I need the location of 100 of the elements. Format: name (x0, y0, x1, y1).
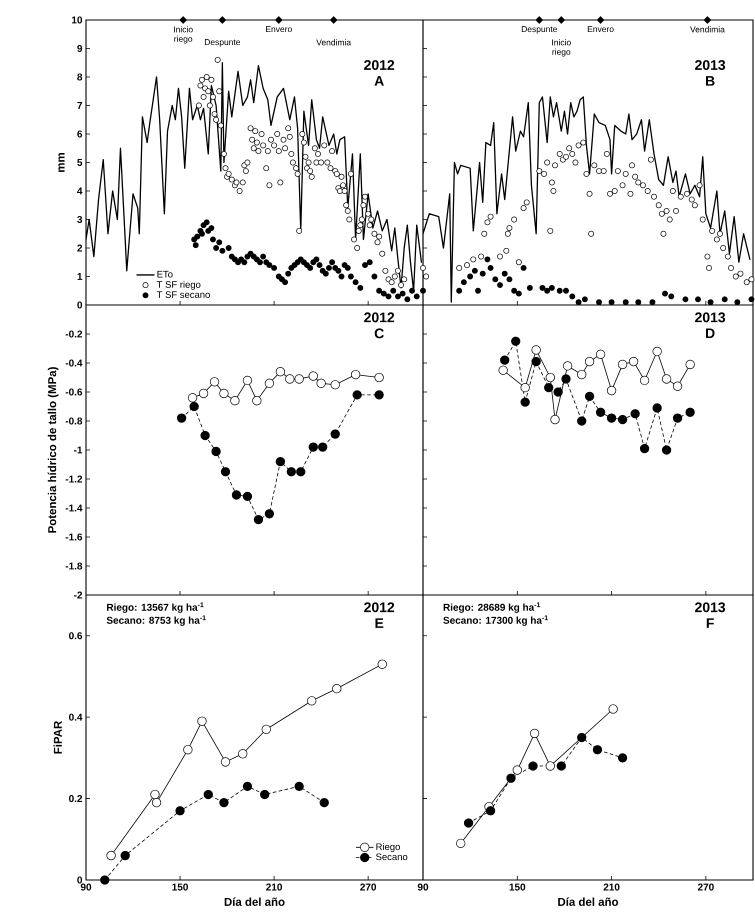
point (498, 366, 508, 375)
y-tick-label: 1 (78, 273, 82, 280)
point (652, 403, 662, 413)
chart-title: 2013 (695, 602, 726, 612)
text: C (374, 328, 384, 338)
point (220, 467, 230, 476)
point (100, 875, 110, 885)
point (276, 367, 286, 376)
annotation: Inicio riego (552, 39, 571, 57)
y-tick-label: -1.8 (66, 562, 82, 570)
point (544, 382, 554, 392)
point (294, 374, 304, 384)
point (695, 296, 701, 302)
point (592, 745, 602, 754)
point (285, 374, 294, 384)
y-tick-label: -1.6 (66, 533, 82, 541)
y-tick-label: 0.6 (69, 632, 82, 640)
point (374, 372, 384, 382)
point (544, 288, 550, 294)
point (606, 386, 616, 396)
point (318, 442, 328, 452)
annotation: Inicio riego (174, 26, 193, 44)
text: E (375, 618, 384, 628)
y-tick-label: 0.4 (69, 714, 82, 721)
point (569, 293, 576, 300)
point (582, 296, 588, 302)
text: 2013 (695, 60, 726, 70)
point (640, 376, 650, 386)
point (316, 378, 326, 388)
point (539, 284, 546, 291)
point (532, 345, 541, 355)
point (183, 745, 193, 754)
point (150, 790, 160, 800)
point (211, 446, 221, 456)
y-tick-label: -0.8 (66, 417, 82, 425)
chart-title: 2013 (695, 312, 726, 322)
point (242, 376, 252, 386)
point (548, 284, 555, 291)
y-axis-title: mm (58, 153, 65, 172)
point (106, 850, 116, 860)
x-axis-title: Día del año (224, 897, 285, 906)
point (528, 761, 538, 771)
point (556, 288, 563, 294)
point (332, 684, 342, 694)
point (120, 850, 130, 860)
y-tick-label: 3 (77, 216, 82, 224)
y-tick-label: 0 (77, 301, 82, 309)
point (472, 268, 478, 274)
point (562, 361, 572, 371)
point (197, 716, 207, 726)
point (219, 798, 229, 808)
point (640, 444, 650, 454)
point (484, 256, 490, 262)
y-tick-label: 8 (77, 73, 82, 81)
point (577, 416, 586, 426)
annotation: Vendimia (690, 26, 725, 32)
point (210, 377, 220, 386)
point (175, 806, 185, 816)
point (577, 732, 586, 742)
point (500, 355, 510, 365)
point (198, 388, 208, 398)
point (516, 290, 522, 297)
y-tick-label: -0.4 (66, 359, 82, 367)
point (520, 382, 530, 392)
point (460, 279, 467, 286)
point (606, 413, 616, 423)
point (546, 761, 555, 771)
point (722, 296, 728, 302)
point (232, 490, 242, 500)
point (456, 838, 466, 848)
point (464, 818, 474, 828)
point (662, 374, 672, 384)
annotation: Despunte (204, 39, 240, 47)
text: D (706, 328, 715, 338)
legend-label: ETo (157, 270, 173, 278)
x-tick-label: 90 (418, 884, 428, 891)
point (296, 467, 306, 476)
point (200, 430, 210, 440)
y-tick-label: 9 (77, 44, 82, 52)
y-tick-label: -1 (74, 446, 82, 454)
annotation: Secano: 8753 kg ha$^{-1}$ (106, 615, 206, 626)
x-tick-label: 150 (510, 884, 526, 891)
y-tick-label: -2 (74, 592, 82, 598)
point (190, 402, 199, 412)
point (264, 378, 274, 388)
point (230, 396, 240, 406)
point (152, 798, 162, 808)
point (330, 429, 340, 439)
point (502, 270, 508, 277)
point (374, 390, 384, 400)
point (488, 264, 494, 271)
x-tick-label: 210 (266, 884, 282, 891)
x-axis-title: Día del año (558, 897, 618, 906)
y-tick-label: 0.2 (69, 795, 82, 802)
point (520, 397, 530, 407)
point (320, 798, 329, 808)
point (254, 514, 264, 524)
point (307, 696, 316, 706)
point (467, 274, 474, 280)
point (563, 288, 569, 294)
